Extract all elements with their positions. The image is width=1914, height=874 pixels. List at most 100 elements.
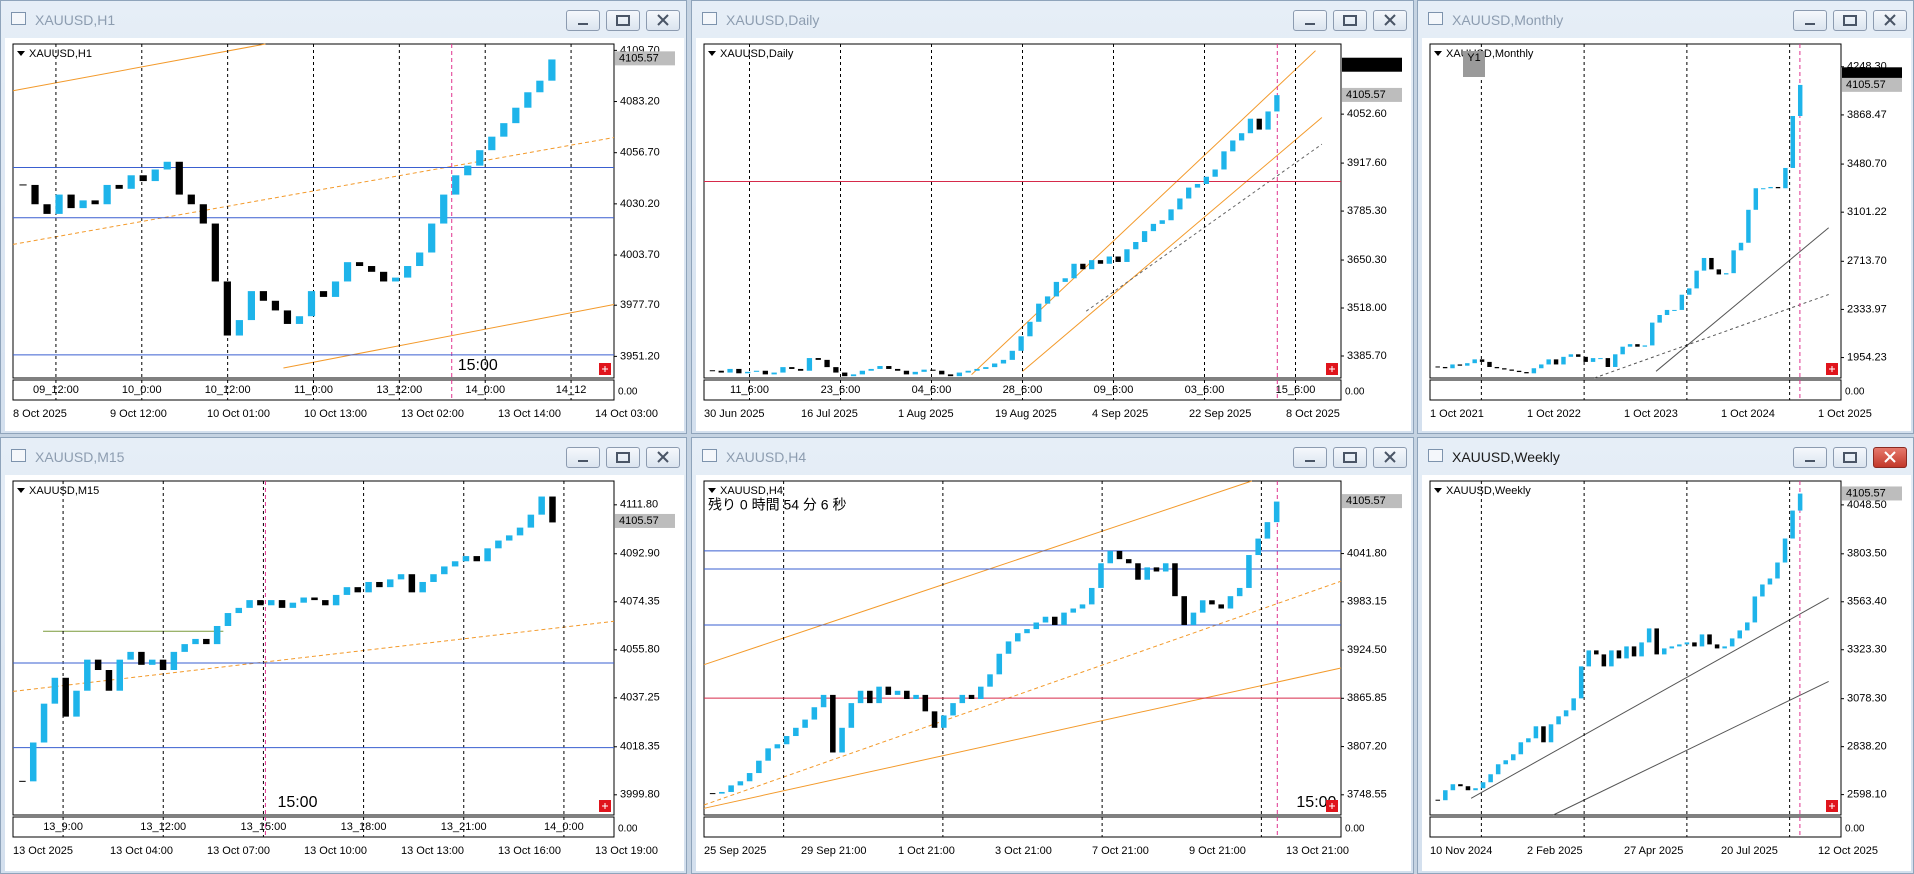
- price-tag-label: 4188.88: [1346, 59, 1386, 71]
- x-date-label: 4 Sep 2025: [1092, 408, 1148, 420]
- candle: [930, 369, 936, 371]
- candle: [1042, 616, 1049, 623]
- minimize-button[interactable]: [566, 447, 600, 468]
- sub-scale-label: 0.00: [1345, 387, 1365, 398]
- candle: [73, 690, 80, 717]
- x-date-label: 20 Jul 2025: [1721, 845, 1778, 857]
- bar-timer: 残り 0 時間 54 分 6 秒: [708, 497, 846, 513]
- price-tag-label: 4105.57: [1846, 487, 1886, 499]
- candle: [354, 587, 362, 593]
- chart-menu-arrow: [17, 488, 25, 493]
- candle: [235, 320, 243, 336]
- period-label: 04_6:00: [912, 384, 952, 396]
- candle: [1539, 364, 1544, 369]
- candle: [1442, 366, 1448, 369]
- candle: [199, 204, 207, 224]
- candle: [1457, 364, 1463, 366]
- candle: [793, 727, 799, 737]
- sub-scale-label: 0.00: [618, 824, 638, 835]
- candle: [307, 291, 316, 317]
- maximize-button[interactable]: [606, 10, 640, 31]
- x-date-label: 29 Sep 21:00: [801, 845, 866, 857]
- minimize-button[interactable]: [1293, 447, 1327, 468]
- close-button[interactable]: [1873, 10, 1907, 31]
- maximize-button[interactable]: [606, 447, 640, 468]
- minimize-button[interactable]: [566, 10, 600, 31]
- candle: [1246, 555, 1252, 588]
- maximize-button[interactable]: [1833, 10, 1867, 31]
- candle: [524, 92, 532, 108]
- close-button[interactable]: [646, 447, 680, 468]
- close-button-glyph: [1384, 451, 1396, 463]
- candle: [1524, 372, 1529, 374]
- maximize-button[interactable]: [1333, 10, 1367, 31]
- candle: [1586, 650, 1592, 667]
- close-button[interactable]: [1873, 447, 1907, 468]
- maximize-button[interactable]: [1833, 447, 1867, 468]
- minimize-button[interactable]: [1793, 10, 1827, 31]
- candle: [1661, 648, 1667, 655]
- candle: [1709, 257, 1714, 270]
- candle: [1707, 634, 1712, 645]
- candle: [1782, 538, 1788, 563]
- candle: [992, 363, 998, 368]
- candle: [1473, 788, 1478, 791]
- candle: [709, 370, 716, 372]
- y-tick-label: 4018.35: [620, 741, 660, 753]
- x-date-label: 27 Apr 2025: [1624, 845, 1683, 857]
- candle: [1209, 600, 1215, 605]
- candle: [1044, 296, 1051, 304]
- candle: [1273, 501, 1280, 523]
- candle: [1502, 368, 1507, 370]
- glyph: [1384, 451, 1396, 463]
- title-bar: XAUUSD,H1: [1, 1, 686, 37]
- trend-line: [12, 137, 615, 245]
- candle: [736, 368, 742, 374]
- y-tick-label: 2713.70: [1847, 255, 1887, 267]
- candle: [380, 271, 388, 282]
- sub-window-frame: [703, 816, 1342, 838]
- trend-line: [1085, 143, 1323, 312]
- candle: [833, 367, 839, 373]
- candle: [289, 602, 297, 608]
- close-button[interactable]: [1373, 447, 1407, 468]
- candle: [283, 310, 292, 324]
- candle: [1116, 550, 1123, 560]
- candle: [1212, 169, 1218, 177]
- candle: [1033, 622, 1040, 630]
- candle: [1642, 345, 1648, 347]
- candle: [1480, 782, 1486, 789]
- y-tick-label: 3078.30: [1847, 693, 1887, 705]
- candle: [295, 316, 304, 324]
- sub-window-frame: [1429, 816, 1842, 838]
- x-date-label: 13 Oct 04:00: [110, 845, 173, 857]
- candle: [1000, 359, 1007, 364]
- period-label: 10_0:00: [122, 384, 162, 396]
- candle: [848, 703, 855, 728]
- price-tag: [1342, 87, 1402, 102]
- y-tick-label: 3748.55: [1347, 789, 1387, 801]
- candle: [536, 80, 544, 93]
- candle: [386, 579, 394, 588]
- candle: [1230, 140, 1236, 152]
- candle: [1679, 294, 1685, 310]
- candle: [806, 358, 813, 371]
- glyph: [1384, 14, 1396, 26]
- candle: [1135, 563, 1141, 580]
- candle: [1027, 321, 1033, 337]
- x-date-label: 9 Oct 21:00: [1189, 845, 1246, 857]
- chart-window: XAUUSD,Weekly 4048.50 3803.50 3563.40 3323.3…: [1417, 437, 1914, 874]
- period-label: 13_21:00: [441, 821, 487, 833]
- maximize-button[interactable]: [1333, 447, 1367, 468]
- close-button[interactable]: [1373, 10, 1407, 31]
- minimize-button[interactable]: [1293, 10, 1327, 31]
- candle: [51, 677, 59, 704]
- plot-frame: [12, 480, 615, 816]
- close-button[interactable]: [646, 10, 680, 31]
- candle: [1760, 188, 1766, 190]
- y-tick-label: 3803.50: [1847, 548, 1887, 560]
- minimize-button[interactable]: [1793, 447, 1827, 468]
- candle: [259, 291, 268, 301]
- y-tick-label: 4037.25: [620, 692, 660, 704]
